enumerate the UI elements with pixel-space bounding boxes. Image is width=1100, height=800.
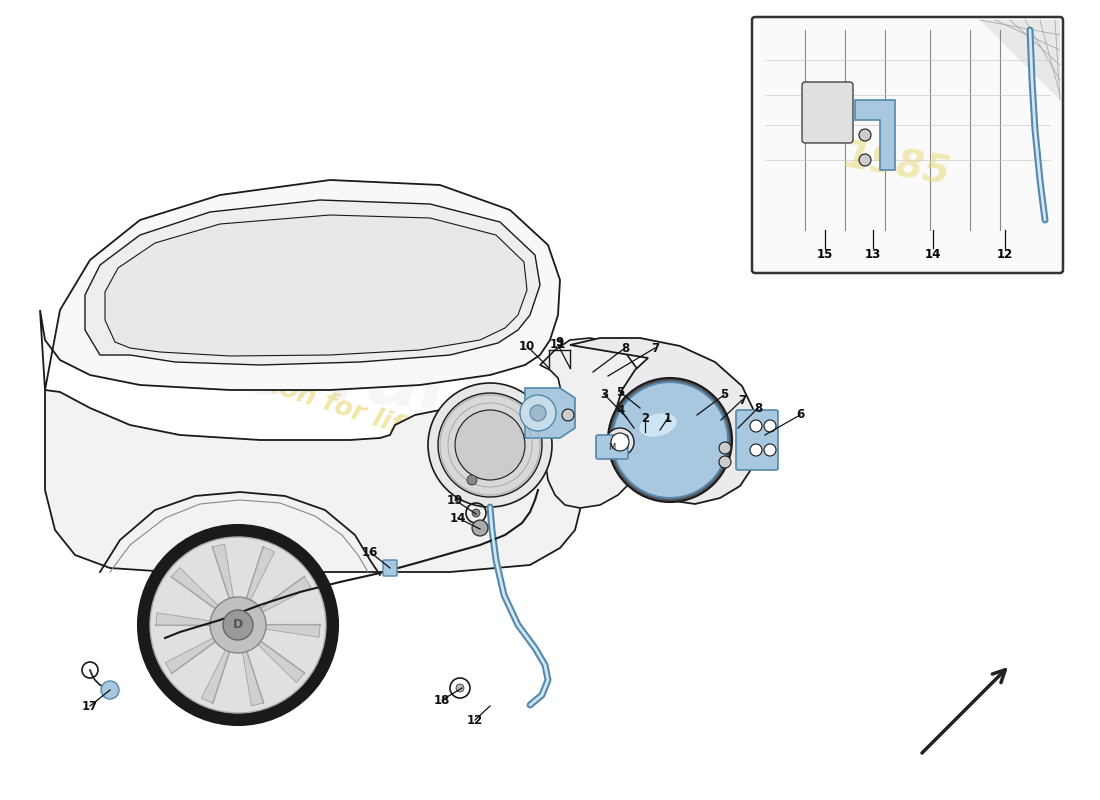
Polygon shape bbox=[212, 544, 233, 598]
Text: 11: 11 bbox=[550, 338, 566, 351]
Polygon shape bbox=[855, 100, 895, 170]
FancyBboxPatch shape bbox=[736, 410, 778, 470]
Circle shape bbox=[455, 410, 525, 480]
Text: 4: 4 bbox=[617, 403, 625, 417]
Text: 7: 7 bbox=[651, 342, 659, 354]
Circle shape bbox=[719, 442, 732, 454]
Circle shape bbox=[612, 382, 728, 498]
FancyBboxPatch shape bbox=[802, 82, 852, 143]
Polygon shape bbox=[525, 388, 575, 438]
Polygon shape bbox=[172, 567, 218, 609]
Text: M: M bbox=[608, 442, 616, 451]
Polygon shape bbox=[570, 338, 758, 504]
Polygon shape bbox=[266, 625, 320, 638]
Text: 1985: 1985 bbox=[840, 137, 954, 193]
Circle shape bbox=[719, 456, 732, 468]
Circle shape bbox=[859, 129, 871, 141]
Polygon shape bbox=[40, 180, 560, 390]
Text: 18: 18 bbox=[433, 694, 450, 706]
Polygon shape bbox=[85, 200, 540, 365]
Circle shape bbox=[859, 154, 871, 166]
FancyBboxPatch shape bbox=[383, 560, 397, 576]
Text: 5: 5 bbox=[616, 386, 624, 398]
Circle shape bbox=[472, 520, 488, 536]
Text: 14: 14 bbox=[450, 511, 466, 525]
Text: a passion for life since 1947: a passion for life since 1947 bbox=[177, 343, 583, 497]
Circle shape bbox=[428, 383, 552, 507]
Text: 6: 6 bbox=[796, 409, 804, 422]
Circle shape bbox=[750, 444, 762, 456]
Text: 3: 3 bbox=[600, 387, 608, 401]
Polygon shape bbox=[165, 638, 216, 673]
Text: 1: 1 bbox=[664, 411, 672, 425]
Polygon shape bbox=[257, 642, 305, 682]
Circle shape bbox=[610, 433, 629, 451]
Ellipse shape bbox=[639, 414, 676, 437]
Polygon shape bbox=[540, 338, 648, 508]
Text: 13: 13 bbox=[865, 249, 881, 262]
Circle shape bbox=[101, 681, 119, 699]
FancyBboxPatch shape bbox=[596, 435, 628, 459]
Circle shape bbox=[138, 525, 338, 725]
Polygon shape bbox=[980, 20, 1060, 100]
Text: 8: 8 bbox=[620, 342, 629, 354]
Text: 14: 14 bbox=[925, 249, 942, 262]
Text: 17: 17 bbox=[81, 699, 98, 713]
Circle shape bbox=[608, 378, 732, 502]
Text: 10: 10 bbox=[519, 339, 535, 353]
Polygon shape bbox=[246, 547, 275, 600]
Polygon shape bbox=[243, 652, 263, 706]
Text: 15: 15 bbox=[817, 249, 833, 262]
Text: 16: 16 bbox=[362, 546, 378, 558]
Polygon shape bbox=[104, 215, 527, 356]
Polygon shape bbox=[45, 390, 580, 572]
Text: 12: 12 bbox=[466, 714, 483, 726]
Circle shape bbox=[520, 395, 556, 431]
Text: 19: 19 bbox=[447, 494, 463, 506]
Text: Ferrari: Ferrari bbox=[90, 426, 510, 534]
Polygon shape bbox=[201, 650, 229, 703]
Text: 9: 9 bbox=[554, 337, 563, 350]
Text: 5: 5 bbox=[719, 389, 728, 402]
Circle shape bbox=[468, 475, 477, 485]
Circle shape bbox=[530, 405, 546, 421]
Circle shape bbox=[223, 610, 253, 640]
Circle shape bbox=[764, 420, 776, 432]
Circle shape bbox=[764, 444, 776, 456]
Text: 7: 7 bbox=[738, 394, 746, 406]
Circle shape bbox=[210, 597, 266, 653]
Text: 8: 8 bbox=[754, 402, 762, 414]
FancyBboxPatch shape bbox=[752, 17, 1063, 273]
Circle shape bbox=[472, 509, 480, 517]
Circle shape bbox=[438, 393, 542, 497]
Circle shape bbox=[750, 420, 762, 432]
Polygon shape bbox=[156, 613, 210, 625]
Text: 12: 12 bbox=[997, 249, 1013, 262]
Circle shape bbox=[456, 684, 464, 692]
Text: 2: 2 bbox=[641, 411, 649, 425]
Text: Ferrari: Ferrari bbox=[194, 330, 487, 430]
Circle shape bbox=[606, 428, 634, 456]
Circle shape bbox=[562, 409, 574, 421]
Polygon shape bbox=[261, 577, 311, 612]
Text: D: D bbox=[233, 618, 243, 631]
Circle shape bbox=[150, 537, 326, 713]
